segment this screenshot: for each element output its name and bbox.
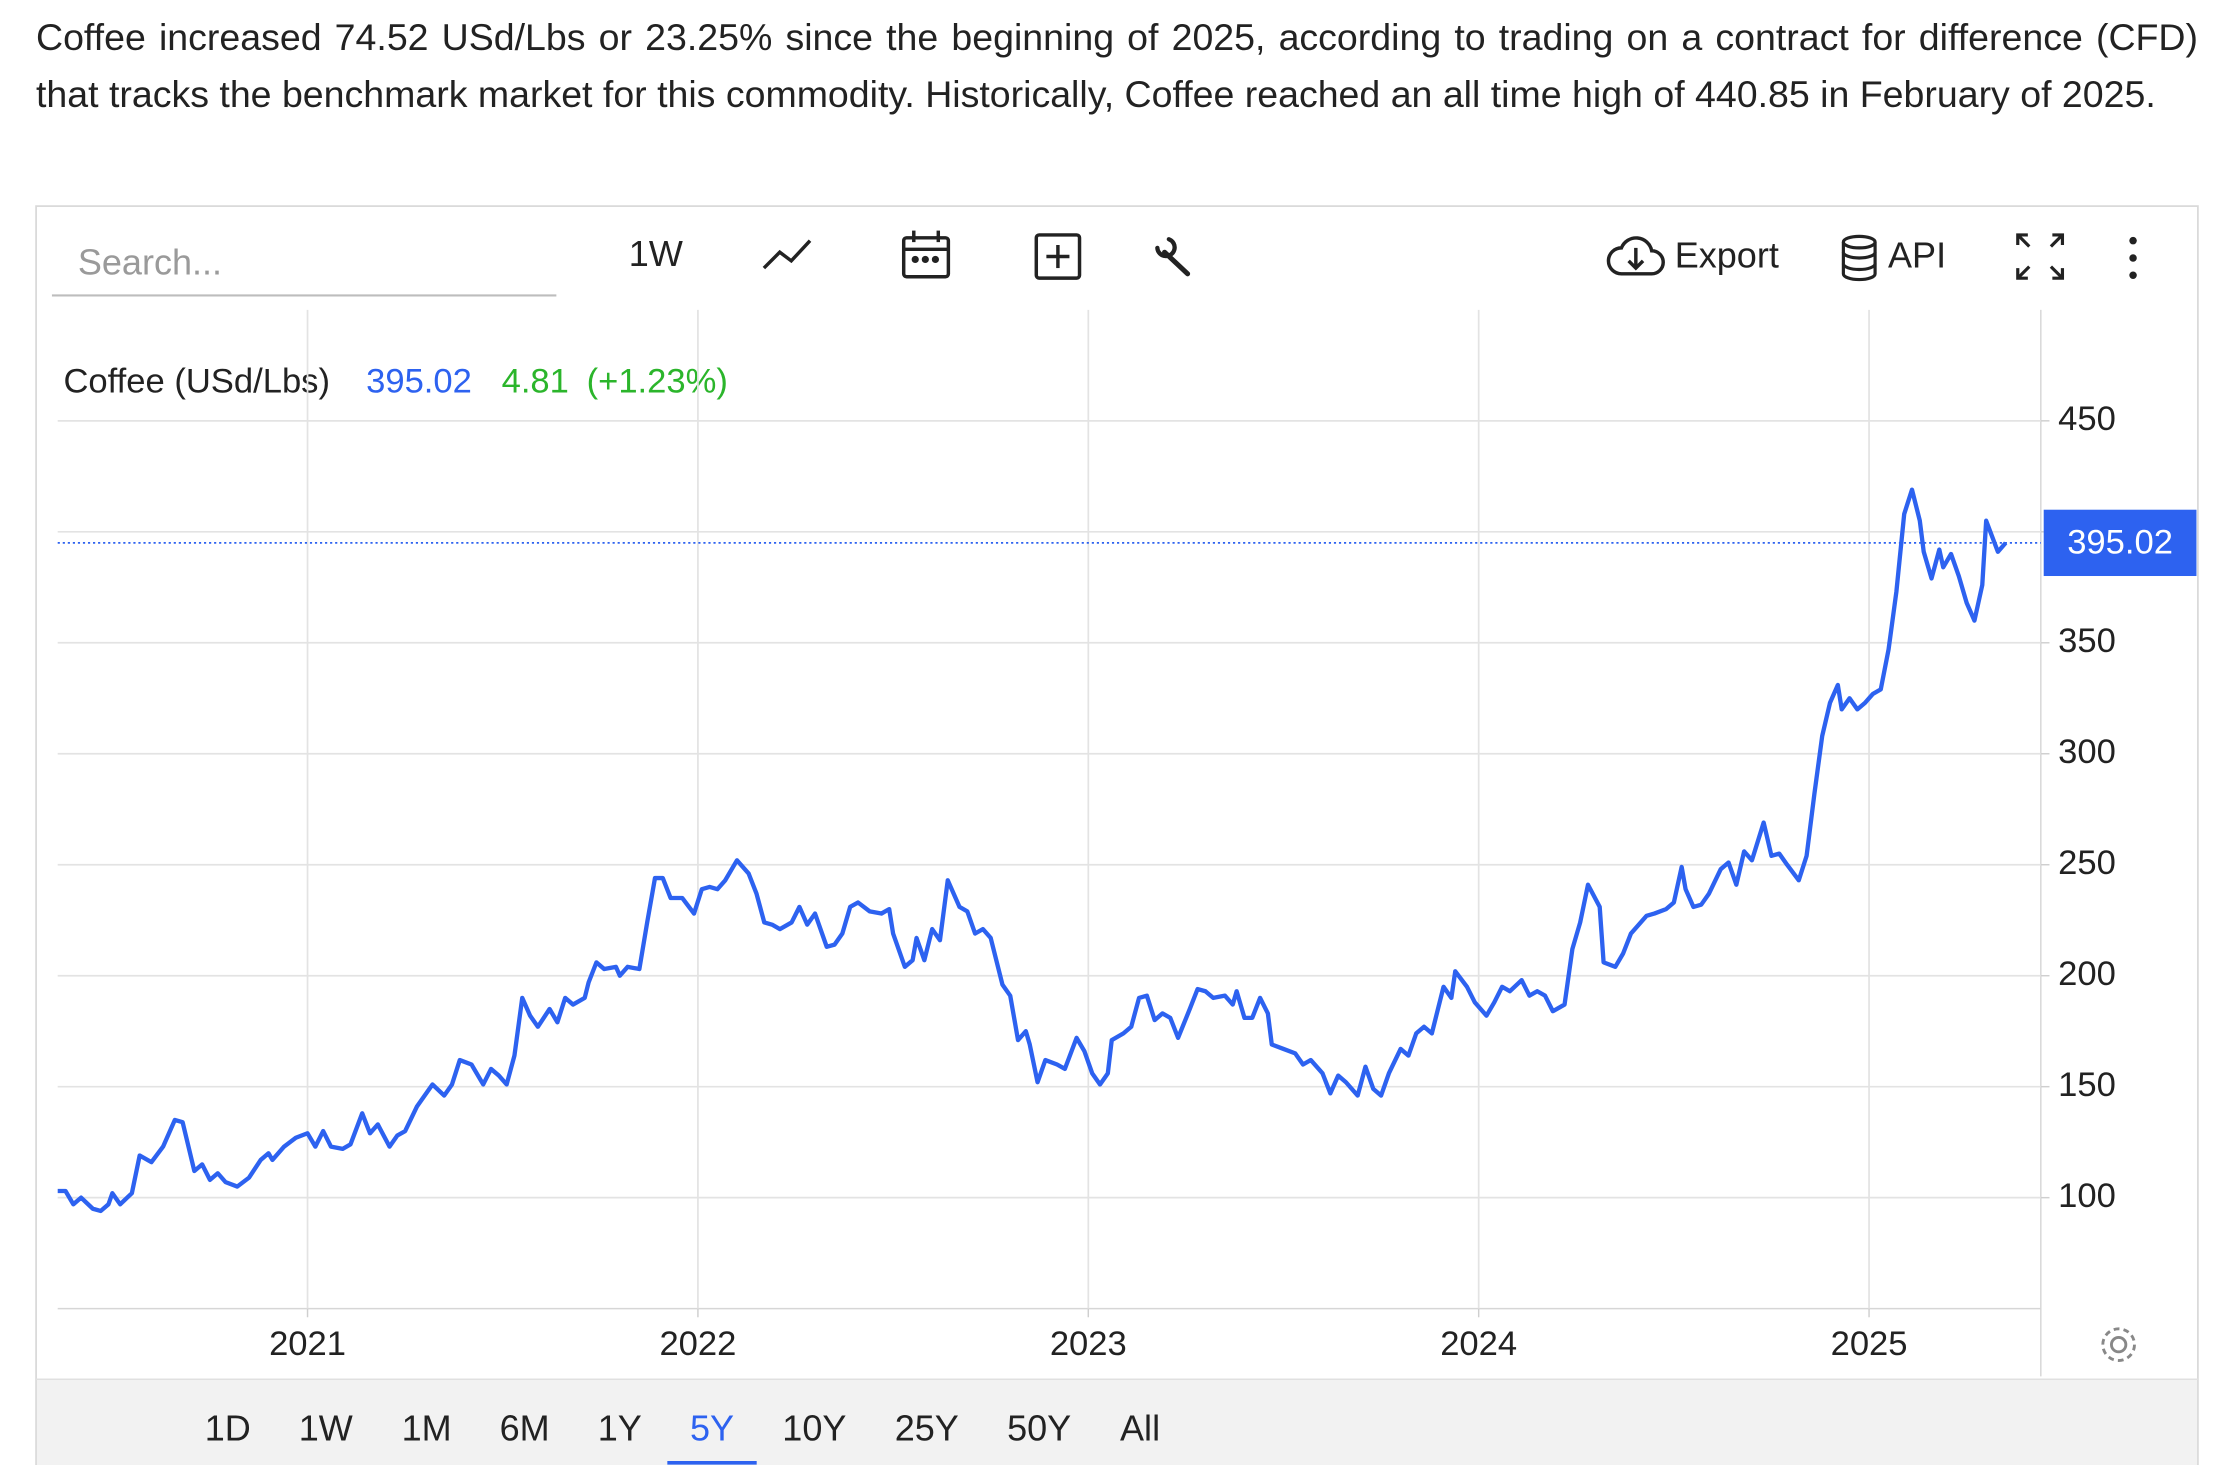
x-tick-label: 2022 — [659, 1325, 736, 1363]
fullscreen-icon[interactable] — [2016, 233, 2065, 280]
chart-type-icon[interactable] — [762, 239, 812, 270]
interval-button[interactable]: 1W — [629, 233, 683, 274]
description: Coffee increased 74.52 USd/Lbs or 23.25%… — [36, 16, 2198, 115]
range-button[interactable]: All — [1120, 1408, 1160, 1449]
search-input[interactable]: Search... — [78, 242, 222, 283]
y-tick-label: 300 — [2058, 733, 2116, 771]
widget-frame — [35, 205, 2199, 1465]
range-button[interactable]: 50Y — [1007, 1408, 1071, 1449]
range-button[interactable]: 25Y — [895, 1408, 959, 1449]
x-tick-label: 2025 — [1831, 1325, 1908, 1363]
x-tick-label: 2023 — [1050, 1325, 1127, 1363]
range-button[interactable]: 1D — [205, 1408, 251, 1449]
range-button[interactable]: 1M — [402, 1408, 452, 1449]
y-tick-label: 350 — [2058, 622, 2116, 660]
api-icon[interactable] — [1841, 234, 1877, 282]
last-price: 395.02 — [366, 363, 472, 401]
more-menu-icon[interactable] — [2129, 236, 2137, 280]
y-tick-label: 200 — [2058, 955, 2116, 993]
calendar-icon[interactable] — [901, 230, 951, 279]
price-line — [57, 487, 2008, 1214]
export-button[interactable]: Export — [1675, 234, 1779, 275]
last-price-tag — [2043, 509, 2197, 577]
export-icon[interactable] — [1606, 236, 1665, 276]
add-indicator-icon[interactable] — [1034, 233, 1082, 280]
settings-wrench-icon[interactable] — [1155, 237, 1191, 277]
api-button[interactable]: API — [1888, 234, 1946, 275]
y-tick-label: 250 — [2058, 844, 2116, 882]
range-button[interactable]: 10Y — [782, 1408, 846, 1449]
x-tick-label: 2024 — [1440, 1325, 1517, 1363]
range-bar — [36, 1379, 2198, 1465]
range-button[interactable]: 1W — [299, 1408, 353, 1449]
y-tick-label: 150 — [2058, 1066, 2116, 1104]
y-tick-label: 450 — [2058, 400, 2116, 438]
instrument-name: Coffee (USd/Lbs) — [63, 363, 330, 401]
last-price-tag-label: 395.02 — [2067, 523, 2173, 561]
x-tick-label: 2021 — [269, 1325, 346, 1363]
range-button[interactable]: 6M — [500, 1408, 550, 1449]
price-change-percent: (+1.23%) — [587, 363, 728, 401]
y-tick-label: 100 — [2058, 1177, 2116, 1215]
range-button[interactable]: 5Y — [690, 1408, 734, 1449]
price-change: 4.81 — [502, 363, 569, 401]
range-button[interactable]: 1Y — [598, 1408, 642, 1449]
